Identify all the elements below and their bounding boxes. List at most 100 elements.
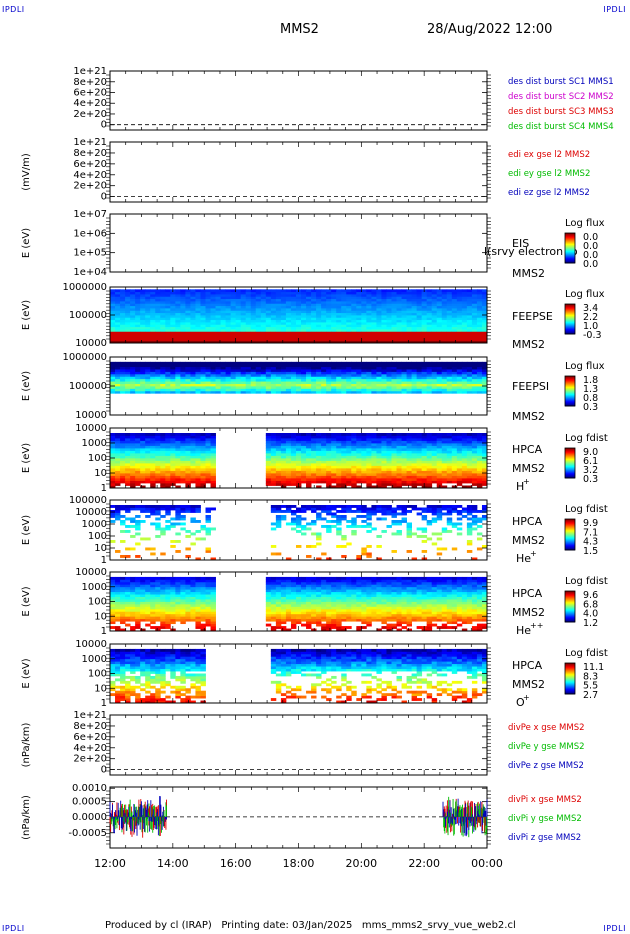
heatmap-cell [190,378,196,382]
heatmap-cell [145,366,151,370]
heatmap-cell [316,381,322,384]
heatmap-cell [411,470,418,474]
heatmap-cell [336,473,342,476]
heatmap-cell [265,445,272,449]
heatmap-cell [265,308,272,311]
heatmap-cell [406,366,412,370]
heatmap-cell [341,433,347,436]
heatmap-cell [301,340,307,344]
heatmap-cell [270,480,277,484]
heatmap-cell [366,333,372,337]
heatmap-cell [145,371,151,375]
heatmap-cell [316,438,322,441]
heatmap-cell [461,445,468,449]
heatmap-cell [481,338,488,342]
heatmap-cell [336,315,342,318]
heatmap-cell [336,322,342,325]
colorbar-tick-label: 1.0 [583,321,598,332]
heatmap-cell [476,331,483,335]
heatmap-cell [230,373,237,377]
heatmap-cell [260,326,267,330]
heatmap-cell [421,440,428,444]
heatmap-cell [170,364,176,368]
heatmap-cell [321,455,327,459]
heatmap-cell [295,448,302,451]
heatmap-cell [441,460,448,464]
heatmap-cell [270,329,277,332]
heatmap-cell [331,448,337,451]
heatmap-cell [235,317,242,321]
heatmap-cell [260,383,267,387]
heatmap-cell [416,303,423,307]
heatmap-cell [235,386,242,389]
heatmap-cell [311,305,317,309]
heatmap-cell [160,308,166,311]
heatmap-cell [341,369,347,372]
heatmap-cell [461,443,468,446]
heatmap-cell [421,470,428,474]
heatmap-cell [150,507,156,511]
heatmap-cell [361,366,367,370]
heatmap-cell [376,305,382,309]
heatmap-cell [125,361,131,365]
heatmap-cell [386,458,392,461]
heatmap-cell [170,475,176,479]
heatmap-cell [260,336,267,339]
heatmap-cell [381,303,387,307]
heatmap-cell [165,336,171,339]
heatmap-cell [160,473,166,476]
heatmap-cell [331,296,337,300]
heatmap-cell [336,440,342,444]
heatmap-cell [426,468,433,471]
heatmap-cell [170,378,176,382]
heatmap-cell [185,470,191,474]
heatmap-cell [135,317,141,321]
heatmap-cell [185,458,191,461]
heatmap-cell [250,361,257,365]
heatmap-cell [170,540,176,543]
heatmap-cell [356,324,362,328]
heatmap-cell [265,378,272,382]
heatmap-cell [230,390,237,394]
heatmap-cell [165,463,171,466]
heatmap-cell [441,331,448,335]
heatmap-cell [401,340,407,344]
heatmap-cell [351,336,357,339]
heatmap-cell [180,390,186,394]
heatmap-cell [396,373,402,377]
heatmap-cell [446,361,453,365]
heatmap-cell [120,373,126,377]
heatmap-cell [356,289,362,293]
heatmap-cell [280,303,287,307]
y-tick-label: 2e+20 [73,181,107,192]
heatmap-cell [331,455,337,459]
heatmap-cell [190,322,196,325]
heatmap-cell [110,366,116,370]
heatmap-cell [446,435,453,439]
heatmap-cell [125,364,131,368]
heatmap-cell [275,305,282,309]
heatmap-cell [185,475,191,479]
heatmap-cell [456,465,463,469]
heatmap-cell [275,505,282,508]
heatmap-cell [411,361,418,365]
heatmap-cell [205,331,211,335]
heatmap-cell [235,376,242,380]
heatmap-cell [125,291,131,295]
heatmap-cell [346,453,352,456]
heatmap-cell [471,458,478,461]
heatmap-cell [371,453,377,456]
heatmap-cell [466,364,473,368]
heatmap-cell [140,383,146,387]
heatmap-cell [295,473,302,476]
heatmap-cell [476,450,483,454]
heatmap-cell [401,453,407,456]
heatmap-cell [195,338,201,342]
heatmap-cell [321,303,327,307]
heatmap-cell [351,445,357,449]
heatmap-cell [295,470,302,474]
heatmap-cell [125,465,131,469]
heatmap-cell [441,291,448,295]
heatmap-cell [150,322,156,325]
heatmap-cell [436,376,443,380]
